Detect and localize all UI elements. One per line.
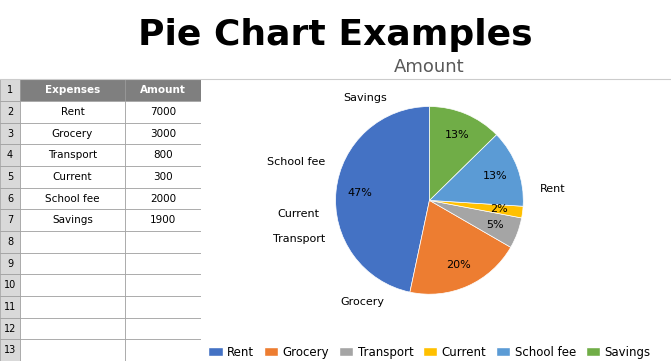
Text: 20%: 20% bbox=[446, 260, 470, 270]
FancyBboxPatch shape bbox=[20, 231, 125, 253]
Text: Amount: Amount bbox=[140, 85, 186, 95]
FancyBboxPatch shape bbox=[125, 339, 201, 361]
Text: Savings: Savings bbox=[52, 215, 93, 225]
FancyBboxPatch shape bbox=[0, 318, 20, 339]
FancyBboxPatch shape bbox=[0, 79, 20, 101]
FancyBboxPatch shape bbox=[20, 188, 125, 209]
FancyBboxPatch shape bbox=[125, 123, 201, 144]
Text: School fee: School fee bbox=[267, 157, 325, 167]
Legend: Rent, Grocery, Transport, Current, School fee, Savings: Rent, Grocery, Transport, Current, Schoo… bbox=[203, 341, 656, 361]
Text: 1900: 1900 bbox=[150, 215, 176, 225]
Text: 3000: 3000 bbox=[150, 129, 176, 139]
FancyBboxPatch shape bbox=[0, 231, 20, 253]
FancyBboxPatch shape bbox=[20, 253, 125, 274]
Text: 300: 300 bbox=[153, 172, 173, 182]
FancyBboxPatch shape bbox=[0, 188, 20, 209]
Wedge shape bbox=[336, 106, 429, 292]
FancyBboxPatch shape bbox=[125, 209, 201, 231]
Text: 5: 5 bbox=[7, 172, 13, 182]
Text: Current: Current bbox=[278, 209, 319, 219]
Text: 6: 6 bbox=[7, 193, 13, 204]
Text: School fee: School fee bbox=[45, 193, 100, 204]
Text: Rent: Rent bbox=[60, 107, 85, 117]
FancyBboxPatch shape bbox=[20, 318, 125, 339]
Text: 7: 7 bbox=[7, 215, 13, 225]
Text: 5%: 5% bbox=[486, 220, 504, 230]
Text: Pie Chart Examples: Pie Chart Examples bbox=[138, 18, 533, 52]
Text: 2000: 2000 bbox=[150, 193, 176, 204]
Text: Savings: Savings bbox=[343, 93, 386, 103]
Text: 13%: 13% bbox=[444, 130, 469, 140]
FancyBboxPatch shape bbox=[20, 101, 125, 123]
FancyBboxPatch shape bbox=[20, 123, 125, 144]
FancyBboxPatch shape bbox=[0, 253, 20, 274]
Text: 3: 3 bbox=[7, 129, 13, 139]
FancyBboxPatch shape bbox=[0, 166, 20, 188]
Text: 2: 2 bbox=[7, 107, 13, 117]
Text: 12: 12 bbox=[4, 323, 16, 334]
Text: 10: 10 bbox=[4, 280, 16, 290]
FancyBboxPatch shape bbox=[125, 79, 201, 101]
FancyBboxPatch shape bbox=[0, 123, 20, 144]
FancyBboxPatch shape bbox=[20, 144, 125, 166]
Wedge shape bbox=[410, 200, 511, 294]
FancyBboxPatch shape bbox=[125, 188, 201, 209]
FancyBboxPatch shape bbox=[125, 166, 201, 188]
FancyBboxPatch shape bbox=[20, 296, 125, 318]
FancyBboxPatch shape bbox=[0, 274, 20, 296]
Text: 9: 9 bbox=[7, 258, 13, 269]
Text: Grocery: Grocery bbox=[340, 296, 384, 306]
Wedge shape bbox=[429, 200, 523, 218]
Text: Rent: Rent bbox=[539, 184, 565, 194]
FancyBboxPatch shape bbox=[125, 253, 201, 274]
FancyBboxPatch shape bbox=[0, 101, 20, 123]
Text: Transport: Transport bbox=[48, 150, 97, 160]
FancyBboxPatch shape bbox=[20, 209, 125, 231]
FancyBboxPatch shape bbox=[0, 209, 20, 231]
Title: Amount: Amount bbox=[394, 58, 465, 76]
FancyBboxPatch shape bbox=[20, 166, 125, 188]
FancyBboxPatch shape bbox=[0, 296, 20, 318]
FancyBboxPatch shape bbox=[125, 318, 201, 339]
Text: Transport: Transport bbox=[273, 234, 325, 244]
FancyBboxPatch shape bbox=[125, 274, 201, 296]
Text: 1: 1 bbox=[7, 85, 13, 95]
Text: 4: 4 bbox=[7, 150, 13, 160]
FancyBboxPatch shape bbox=[125, 101, 201, 123]
FancyBboxPatch shape bbox=[0, 144, 20, 166]
Wedge shape bbox=[429, 135, 523, 206]
Text: Current: Current bbox=[53, 172, 92, 182]
FancyBboxPatch shape bbox=[20, 79, 125, 101]
Text: 13%: 13% bbox=[483, 171, 508, 181]
Text: 11: 11 bbox=[4, 302, 16, 312]
FancyBboxPatch shape bbox=[0, 339, 20, 361]
FancyBboxPatch shape bbox=[20, 339, 125, 361]
Text: 13: 13 bbox=[4, 345, 16, 355]
FancyBboxPatch shape bbox=[125, 144, 201, 166]
Text: 7000: 7000 bbox=[150, 107, 176, 117]
Wedge shape bbox=[429, 200, 521, 247]
Text: Grocery: Grocery bbox=[52, 129, 93, 139]
FancyBboxPatch shape bbox=[125, 296, 201, 318]
Text: 8: 8 bbox=[7, 237, 13, 247]
Text: Expenses: Expenses bbox=[45, 85, 100, 95]
Text: 800: 800 bbox=[153, 150, 173, 160]
FancyBboxPatch shape bbox=[125, 231, 201, 253]
Text: 47%: 47% bbox=[347, 188, 372, 198]
FancyBboxPatch shape bbox=[20, 274, 125, 296]
Text: 2%: 2% bbox=[491, 204, 508, 214]
Wedge shape bbox=[429, 106, 497, 200]
